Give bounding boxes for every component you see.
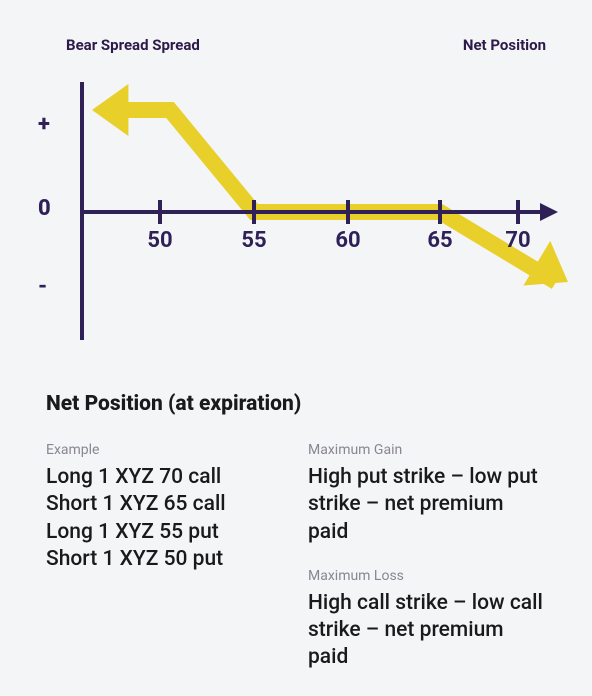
example-line: Long 1 XYZ 70 call <box>46 464 284 491</box>
y-label-minus: - <box>38 274 47 299</box>
y-label-zero: 0 <box>38 196 51 221</box>
example-body: Long 1 XYZ 70 callShort 1 XYZ 65 callLon… <box>46 464 284 573</box>
x-tick-50: 50 <box>147 228 172 253</box>
example-line: Long 1 XYZ 55 put <box>46 519 284 546</box>
example-line: Short 1 XYZ 65 call <box>46 491 284 518</box>
section-title: Net Position (at expiration) <box>46 392 546 416</box>
example-column: Example Long 1 XYZ 70 callShort 1 XYZ 65… <box>46 442 284 672</box>
max-gain-text: High put strike – low put strike – net p… <box>308 464 546 546</box>
example-label: Example <box>46 442 284 458</box>
x-tick-65: 65 <box>427 228 452 253</box>
x-tick-70: 70 <box>505 228 530 253</box>
max-gain-label: Maximum Gain <box>308 442 546 458</box>
y-label-plus: + <box>38 112 50 137</box>
chart-header: Bear Spread Spread Net Position <box>66 36 546 54</box>
chart-svg <box>40 60 570 360</box>
gain-loss-column: Maximum Gain High put strike – low put s… <box>308 442 546 672</box>
payoff-chart: +0 - 50 55 60 65 70 <box>40 60 570 360</box>
details-section: Net Position (at expiration) Example Lon… <box>46 392 546 672</box>
max-loss-text: High call strike – low call strike – net… <box>308 590 546 672</box>
max-loss-label: Maximum Loss <box>308 568 546 584</box>
x-tick-60: 60 <box>335 228 360 253</box>
header-right: Net Position <box>463 36 546 54</box>
x-tick-55: 55 <box>241 228 266 253</box>
example-line: Short 1 XYZ 50 put <box>46 546 284 573</box>
header-left: Bear Spread Spread <box>66 36 200 54</box>
